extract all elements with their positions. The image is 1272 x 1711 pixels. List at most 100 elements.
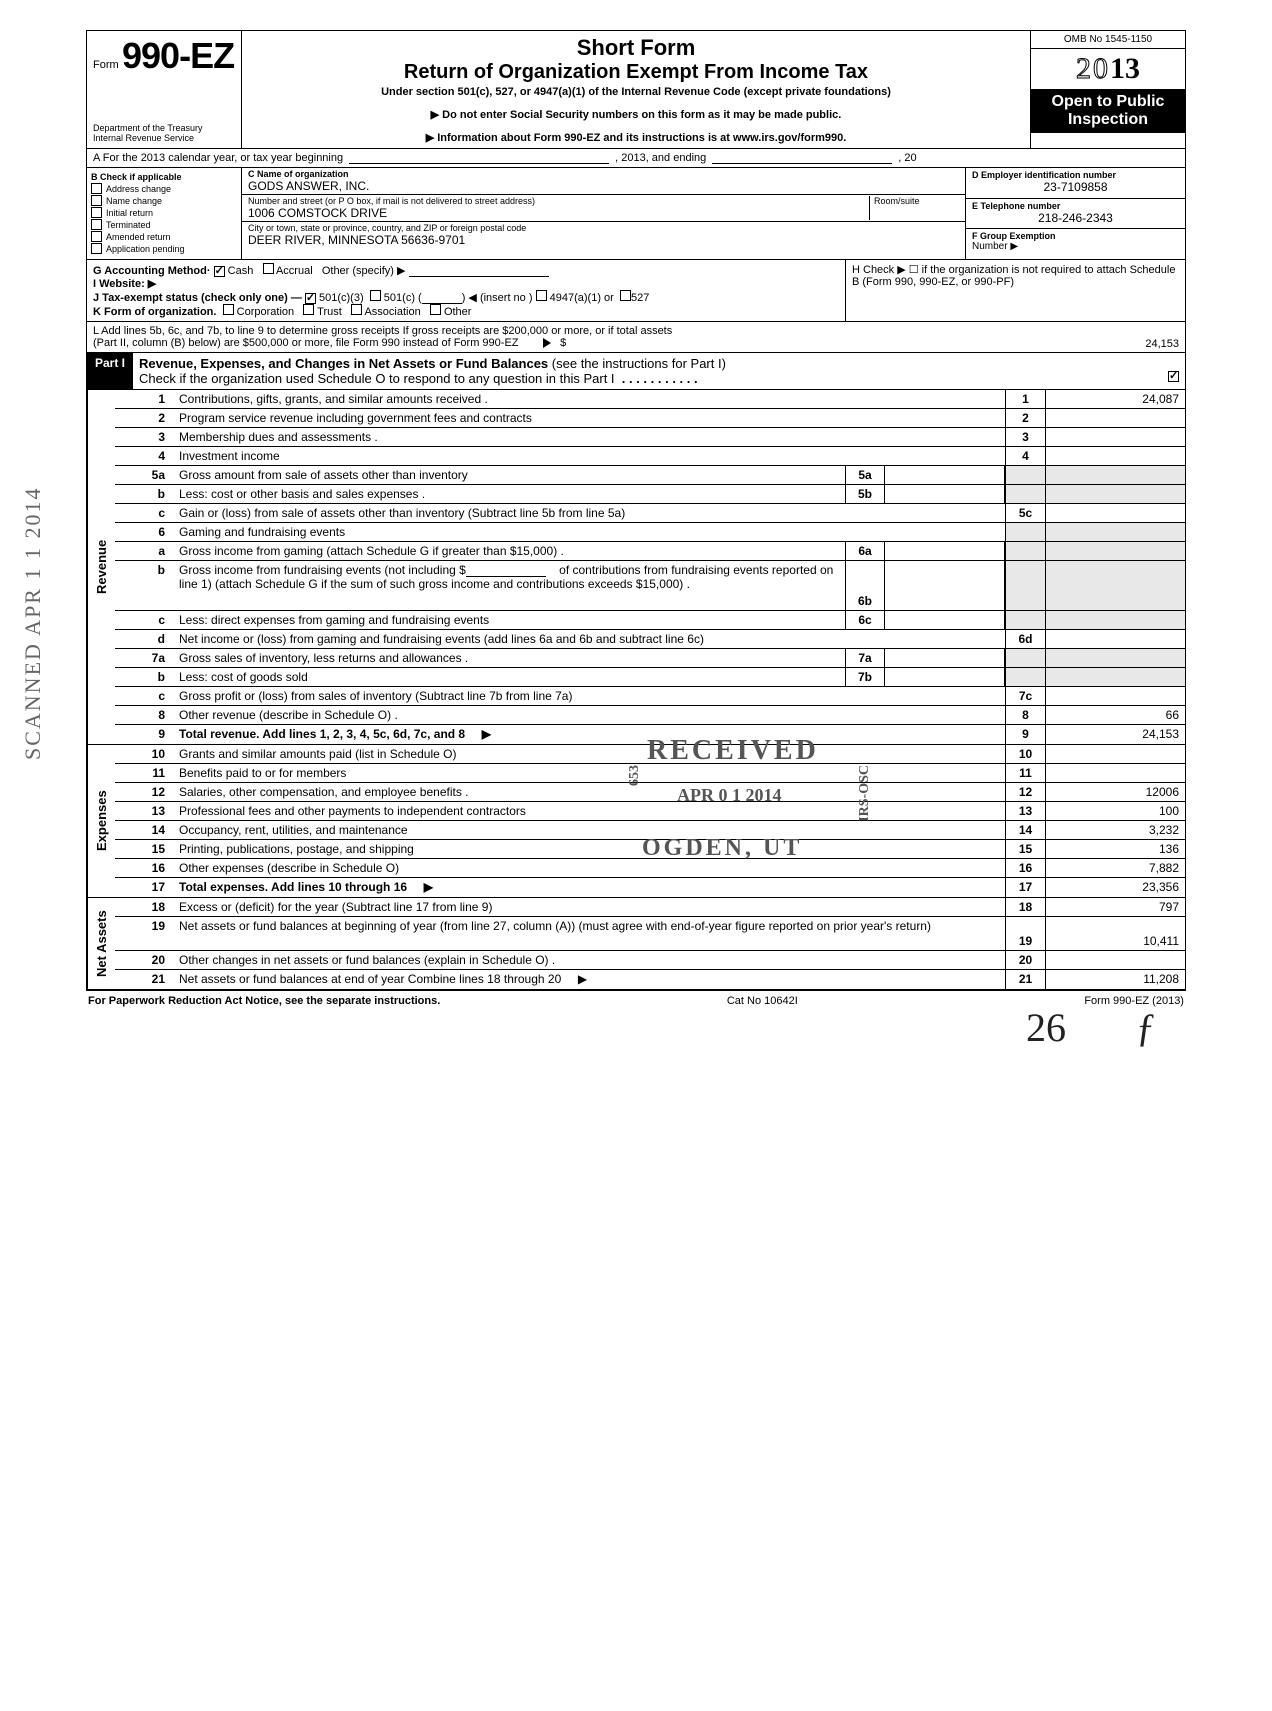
line-13: Professional fees and other payments to … [175,802,1005,820]
label-k: K Form of organization. [93,306,216,318]
val-3 [1045,428,1185,446]
line-5b: Less: cost or other basis and sales expe… [175,485,845,503]
label-g: G Accounting Method· [93,265,211,277]
val-16: 7,882 [1045,859,1185,877]
val-20 [1045,951,1185,969]
stamp-ogden: OGDEN, UT [642,835,802,862]
label-org-name: C Name of organization [248,169,959,179]
label-ein: D Employer identification number [972,170,1179,180]
line-6c: Less: direct expenses from gaming and fu… [175,611,845,629]
title-short-form: Short Form [250,35,1022,61]
row-l: L Add lines 5b, 6c, and 7b, to line 9 to… [86,322,1186,353]
chk-cash[interactable] [214,266,225,277]
chk-other-org[interactable] [430,304,441,315]
line-21: Net assets or fund balances at end of ye… [175,970,1005,989]
section-revenue: Revenue [87,390,115,744]
omb-number: OMB No 1545-1150 [1031,31,1185,49]
line-7b: Less: cost of goods sold [175,668,845,686]
form-header: Form 990-EZ Department of the Treasury I… [86,30,1186,149]
stamp-irs-osc: IRS-OSC [857,765,873,822]
chk-501c[interactable] [370,290,381,301]
row-a-tax-year: A For the 2013 calendar year, or tax yea… [86,149,1186,168]
chk-501c3[interactable] [305,293,316,304]
line-11: Benefits paid to or for members [175,764,1005,782]
val-2 [1045,409,1185,427]
open-to-public: Open to PublicInspection [1031,90,1185,133]
chk-name-change[interactable] [91,195,102,206]
line-12: Salaries, other compensation, and employ… [175,783,1005,801]
chk-trust[interactable] [303,304,314,315]
line-19: Net assets or fund balances at beginning… [175,917,1005,950]
line-9: Total revenue. Add lines 1, 2, 3, 4, 5c,… [175,725,1005,744]
val-10 [1045,745,1185,763]
street-address: 1006 COMSTOCK DRIVE [248,206,869,220]
dept-irs: Internal Revenue Service [93,134,235,144]
phone: 218-246-2343 [972,211,1179,225]
line-1: Contributions, gifts, grants, and simila… [175,390,1005,408]
section-net-assets: Net Assets [87,898,115,989]
subtitle: Under section 501(c), 527, or 4947(a)(1)… [250,86,1022,98]
group-exemption-number: Number ▶ [972,241,1179,252]
label-city: City or town, state or province, country… [248,223,959,233]
label-group-exemption: F Group Exemption [972,231,1179,241]
val-6d [1045,630,1185,648]
line-10: Grants and similar amounts paid (list in… [175,745,1005,763]
line-17: Total expenses. Add lines 10 through 16 … [175,878,1005,897]
val-14: 3,232 [1045,821,1185,839]
chk-4947[interactable] [536,290,547,301]
part-1-title: Revenue, Expenses, and Changes in Net As… [139,356,548,371]
val-4 [1045,447,1185,465]
line-6a: Gross income from gaming (attach Schedul… [175,542,845,560]
line-15: Printing, publications, postage, and shi… [175,840,1005,858]
note-ssn: ▶ Do not enter Social Security numbers o… [250,108,1022,121]
tax-year: 2013 [1031,49,1185,90]
line-5c: Gain or (loss) from sale of assets other… [175,504,1005,522]
line-6d: Net income or (loss) from gaming and fun… [175,630,1005,648]
footer-form: Form 990-EZ (2013) [1084,995,1184,1007]
line-16: Other expenses (describe in Schedule O) [175,859,1005,877]
section-b-checkboxes: B Check if applicable Address change Nam… [87,168,242,259]
val-12: 12006 [1045,783,1185,801]
chk-amended[interactable] [91,231,102,242]
section-h: H Check ▶ ☐ if the organization is not r… [845,260,1185,321]
note-info: ▶ Information about Form 990-EZ and its … [250,131,1022,144]
footer-cat: Cat No 10642I [727,995,798,1007]
chk-app-pending[interactable] [91,243,102,254]
line-6: Gaming and fundraising events [175,523,1005,541]
gross-receipts: 24,153 [1145,338,1179,350]
chk-terminated[interactable] [91,219,102,230]
val-18: 797 [1045,898,1185,916]
scanned-stamp: SCANNED APR 1 1 2014 [20,487,46,760]
line-8: Other revenue (describe in Schedule O) . [175,706,1005,724]
org-name: GODS ANSWER, INC. [248,179,959,193]
val-21: 11,208 [1045,970,1185,989]
val-13: 100 [1045,802,1185,820]
stamp-653: 653 [627,765,643,786]
chk-assoc[interactable] [351,304,362,315]
label-street: Number and street (or P O box, if mail i… [248,196,869,206]
signature-1: 26 [1026,1004,1066,1051]
line-18: Excess or (deficit) for the year (Subtra… [175,898,1005,916]
label-phone: E Telephone number [972,201,1179,211]
stamp-date: APR 0 1 2014 [677,785,782,806]
line-7a: Gross sales of inventory, less returns a… [175,649,845,667]
line-7c: Gross profit or (loss) from sales of inv… [175,687,1005,705]
line-5a: Gross amount from sale of assets other t… [175,466,845,484]
chk-initial-return[interactable] [91,207,102,218]
chk-527[interactable] [620,290,631,301]
val-15: 136 [1045,840,1185,858]
chk-schedule-o[interactable] [1168,371,1179,382]
city-state-zip: DEER RIVER, MINNESOTA 56636-9701 [248,233,959,247]
val-11 [1045,764,1185,782]
chk-accrual[interactable] [263,263,274,274]
val-7c [1045,687,1185,705]
val-1: 24,087 [1045,390,1185,408]
title-return: Return of Organization Exempt From Incom… [250,61,1022,84]
val-9: 24,153 [1045,725,1185,744]
chk-corp[interactable] [223,304,234,315]
footer-left: For Paperwork Reduction Act Notice, see … [88,995,440,1007]
val-5c [1045,504,1185,522]
ein: 23-7109858 [972,180,1179,194]
line-20: Other changes in net assets or fund bala… [175,951,1005,969]
chk-address-change[interactable] [91,183,102,194]
